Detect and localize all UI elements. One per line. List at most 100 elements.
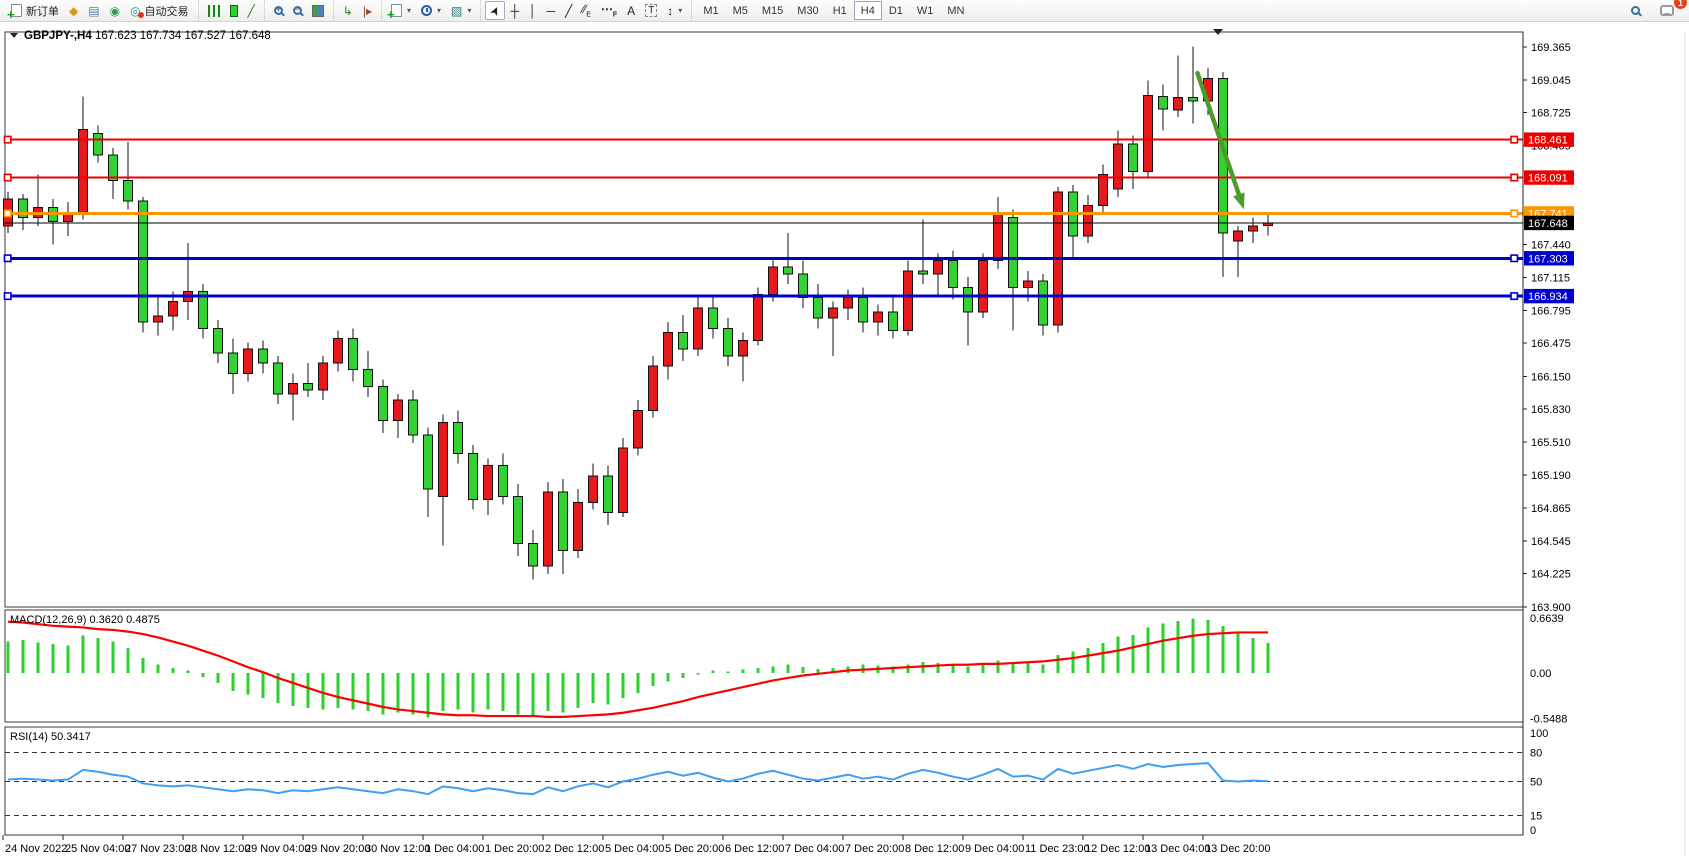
price-badge: 168.091 — [1524, 170, 1574, 185]
template-icon: ▧ — [451, 3, 463, 18]
chevron-down-icon: ▾ — [406, 6, 411, 15]
market-watch-icon: ◆ — [69, 3, 79, 18]
macd-tick: 0.00 — [1530, 668, 1551, 680]
macd-indicator: MACD(12,26,9) 0.3620 0.4875 — [6, 614, 1270, 718]
hline-handle — [1510, 254, 1519, 263]
auto-trading-button[interactable]: ◎ 自动交易 — [125, 1, 193, 20]
horizontal-line-icon: ─ — [546, 3, 555, 18]
search-icon — [1631, 6, 1640, 15]
time-tick-label: 29 Nov 04:00 — [245, 843, 310, 855]
zoom-in-button[interactable]: + — [269, 1, 288, 20]
zoom-out-icon: − — [292, 4, 302, 15]
arrows-icon: ↕ — [667, 3, 674, 18]
timeframe-m15-button[interactable]: M15 — [755, 1, 790, 20]
auto-scroll-button[interactable]: |▸ — [358, 1, 377, 20]
price-tick: 164.865 — [1531, 503, 1571, 515]
channel-icon: ∕∕E — [582, 1, 591, 19]
market-watch-button[interactable]: ◆ — [64, 1, 83, 20]
timeframe-w1-button[interactable]: W1 — [910, 1, 941, 20]
chart-canvas[interactable]: GBPJPY-,H4 167.623 167.734 167.527 167.6… — [0, 22, 1689, 860]
crosshair-tool-button[interactable]: ┼ — [505, 1, 524, 20]
label-icon: T — [645, 4, 658, 17]
timeframe-m1-button[interactable]: M1 — [696, 1, 725, 20]
timeframe-mn-button[interactable]: MN — [940, 1, 971, 20]
time-tick-label: 12 Dec 12:00 — [1085, 843, 1150, 855]
timeframe-group: M1 M5 M15 M30 H1 H4 D1 W1 MN — [691, 0, 975, 21]
notifications-button[interactable]: 1 — [1655, 0, 1687, 20]
hline-handle — [3, 173, 12, 182]
chart-title: GBPJPY-,H4 167.623 167.734 167.527 167.6… — [10, 30, 271, 42]
symbol-title: GBPJPY-,H4 167.623 167.734 167.527 167.6… — [24, 30, 271, 42]
svg-text:167.648: 167.648 — [1528, 218, 1568, 230]
cursor-tool-button[interactable]: ➤ — [485, 1, 506, 20]
notification-badge: 1 — [1674, 0, 1687, 9]
horizontal-lines-layer[interactable] — [3, 135, 1524, 301]
timeframe-m5-button[interactable]: M5 — [726, 1, 755, 20]
vertical-line-tool-button[interactable]: │ — [524, 1, 542, 20]
new-order-button[interactable]: 新订单 — [6, 1, 64, 22]
time-tick-label: 30 Nov 12:00 — [365, 843, 430, 855]
trendline-icon: ╱ — [564, 3, 573, 18]
hline-handle — [3, 209, 12, 218]
pane-frames — [4, 31, 1686, 857]
candles-layer — [3, 46, 1273, 580]
tile-windows-icon — [311, 4, 324, 17]
price-tick: 169.365 — [1531, 42, 1571, 54]
arrows-tool-dropdown[interactable]: ↕ ▾ — [662, 1, 687, 20]
chevron-down-icon: ▾ — [437, 6, 442, 15]
rsi-tick: 80 — [1530, 747, 1542, 759]
time-tick-label: 27 Nov 23:00 — [125, 843, 190, 855]
svg-text:167.303: 167.303 — [1528, 253, 1568, 265]
time-tick-label: 29 Nov 20:00 — [305, 843, 370, 855]
main-toolbar: 新订单 ◆ ▤ ◉ ◎ 自动交易 ╱ + − ↳ |▸ ▾ ▾ ▧▾ ➤ ┼ │… — [0, 0, 1689, 22]
price-badge: 167.303 — [1524, 251, 1574, 266]
tile-windows-button[interactable] — [307, 1, 329, 20]
text-tool-button[interactable]: A — [622, 1, 640, 20]
rsi-tick: 50 — [1530, 777, 1542, 789]
template-dropdown[interactable]: ▧ ▾ — [446, 1, 476, 20]
zoom-group: + − — [263, 0, 333, 21]
channel-tool-button[interactable]: ∕∕E — [577, 1, 596, 20]
svg-text:166.934: 166.934 — [1528, 291, 1568, 303]
timeframe-h4-button[interactable]: H4 — [853, 1, 882, 20]
annotation-arrow[interactable] — [1195, 70, 1245, 210]
navigator-button[interactable]: ◉ — [105, 1, 125, 20]
search-button[interactable] — [1626, 1, 1645, 20]
fibonacci-tool-button[interactable]: ⋯F — [596, 1, 622, 20]
navigator-icon: ◉ — [109, 3, 121, 18]
timeframe-h1-button[interactable]: H1 — [826, 1, 854, 20]
hline-handle — [1510, 135, 1519, 144]
timeframe-d1-button[interactable]: D1 — [882, 1, 910, 20]
chart-shift-marker — [1213, 29, 1223, 35]
time-tick-label: 9 Dec 04:00 — [965, 843, 1024, 855]
price-tick: 164.225 — [1531, 569, 1571, 581]
label-tool-button[interactable]: T — [640, 1, 662, 20]
price-badge: 166.934 — [1524, 288, 1574, 304]
zoom-out-button[interactable]: − — [288, 1, 307, 20]
bar-chart-button[interactable] — [203, 1, 225, 20]
data-window-button[interactable]: ▤ — [83, 1, 104, 20]
chart-shift-button[interactable]: ↳ — [338, 1, 358, 20]
hline-handle — [1510, 173, 1519, 182]
price-axis[interactable]: 169.365169.045168.725168.405167.440167.1… — [1522, 32, 1574, 837]
hline-handle — [1510, 209, 1519, 218]
price-tick: 165.510 — [1531, 437, 1571, 449]
fibonacci-icon: ⋯F — [600, 1, 618, 19]
time-tick-label: 11 Dec 23:00 — [1025, 843, 1090, 855]
clock-icon — [421, 5, 432, 16]
horizontal-line-tool-button[interactable]: ─ — [541, 1, 560, 20]
price-tick: 166.475 — [1531, 338, 1571, 350]
rsi-label: RSI(14) 50.3417 — [10, 731, 91, 743]
period-dropdown[interactable]: ▾ — [416, 1, 446, 20]
time-tick-label: 24 Nov 2022 — [5, 843, 67, 855]
price-tick: 165.190 — [1531, 470, 1571, 482]
candlestick-chart-button[interactable] — [225, 1, 243, 20]
new-chart-dropdown[interactable]: ▾ — [386, 1, 416, 22]
timeframe-m30-button[interactable]: M30 — [790, 1, 825, 20]
trendline-tool-button[interactable]: ╱ — [560, 1, 577, 20]
new-order-label: 新订单 — [26, 5, 59, 18]
data-window-icon: ▤ — [88, 3, 100, 18]
chart-shift-icon: ↳ — [342, 3, 353, 18]
line-chart-button[interactable]: ╱ — [243, 1, 260, 20]
